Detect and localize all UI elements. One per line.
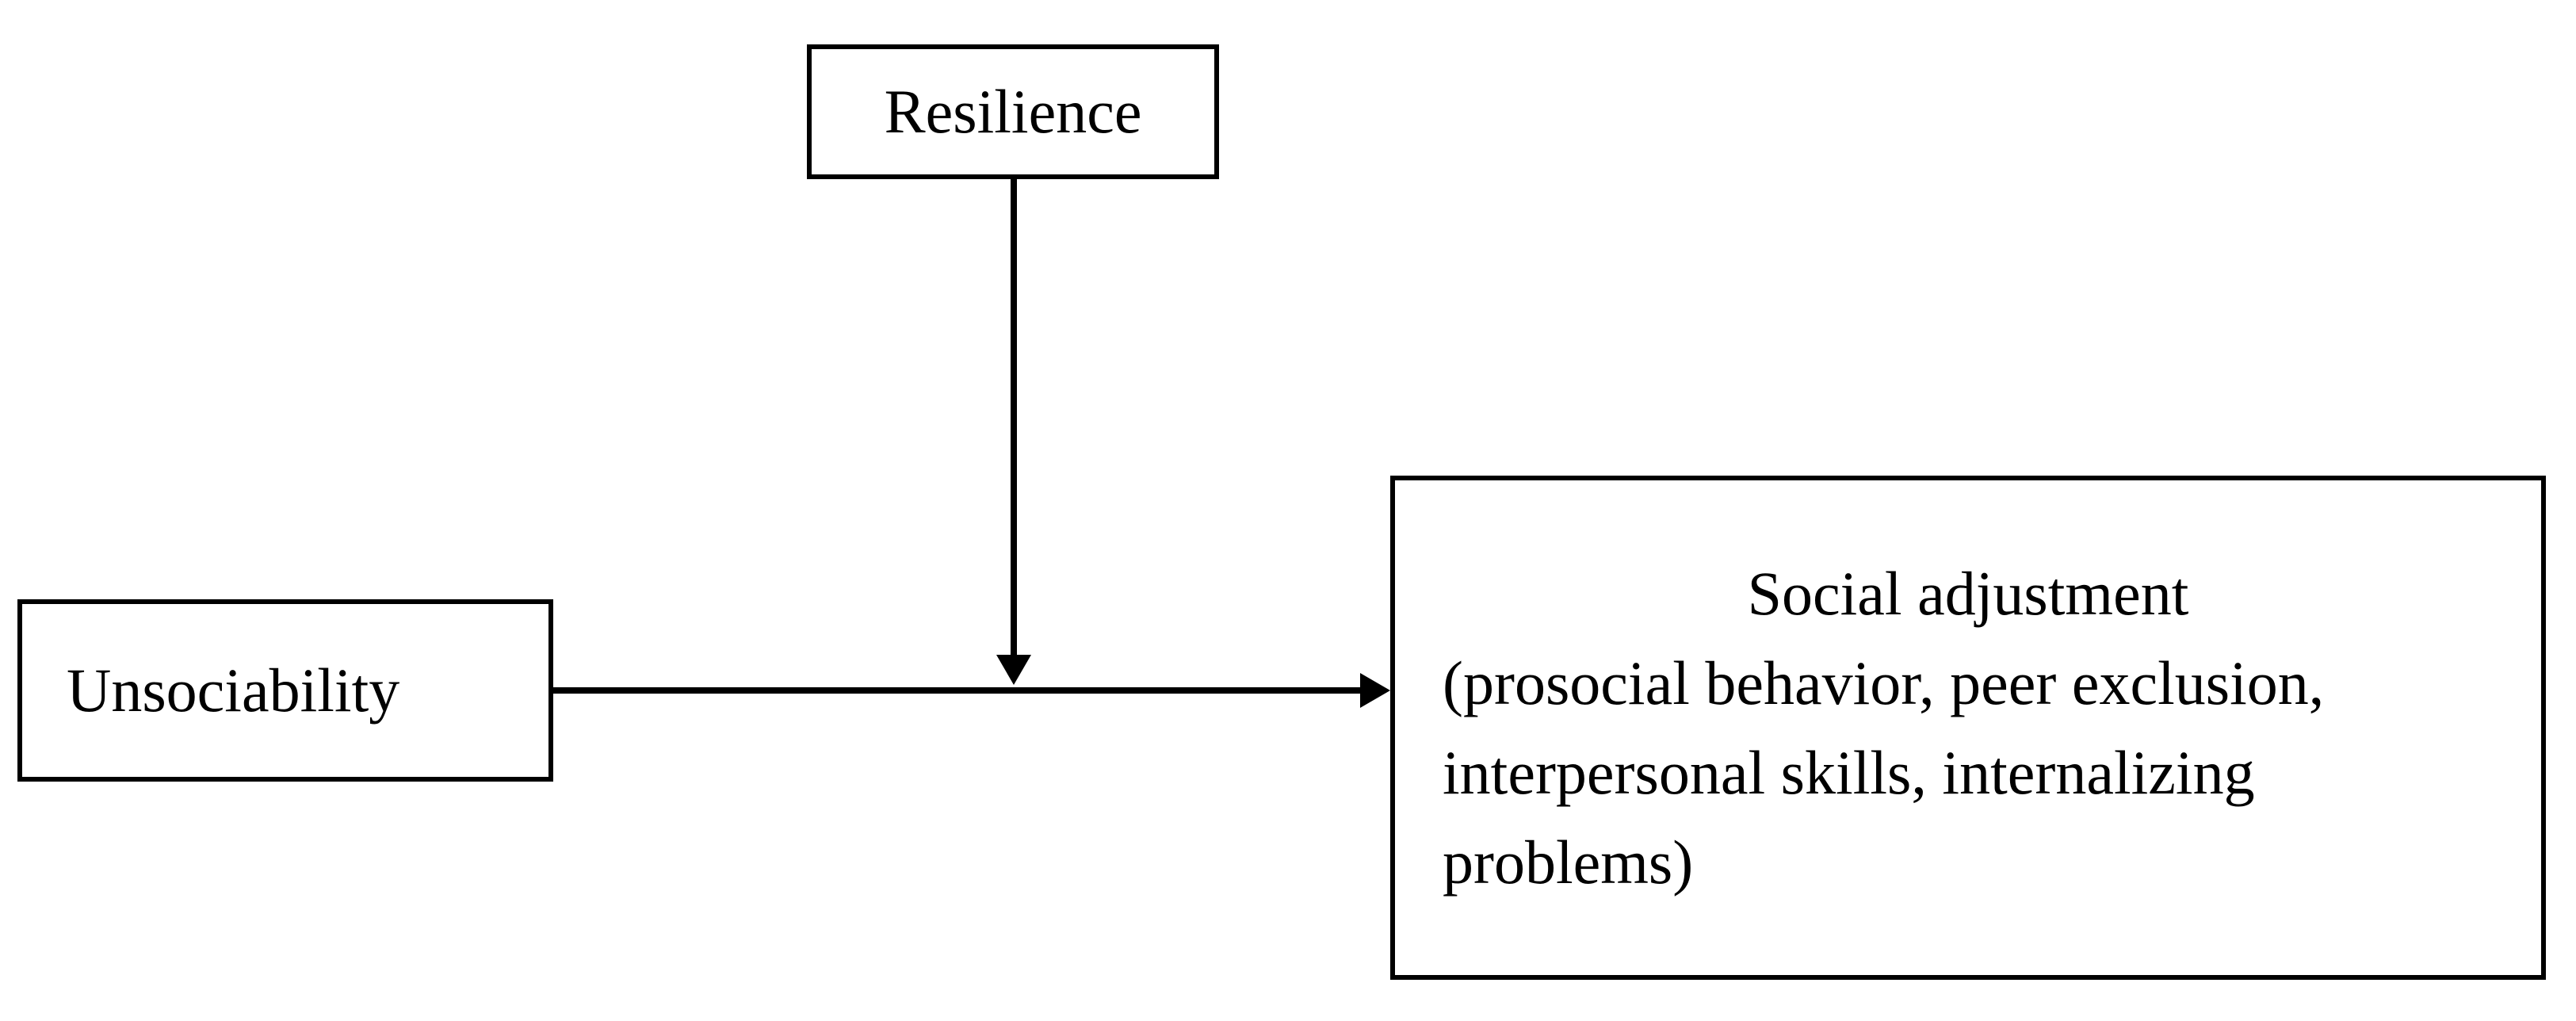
edge-unsociability-to-social — [553, 687, 1360, 694]
node-unsociability-label: Unsociability — [67, 650, 399, 730]
node-social-adjustment-content: Social adjustment (prosocial behavior, p… — [1443, 549, 2494, 907]
arrowhead-down-icon — [996, 655, 1031, 685]
node-resilience: Resilience — [807, 44, 1219, 179]
node-social-adjustment: Social adjustment (prosocial behavior, p… — [1390, 476, 2546, 980]
node-unsociability: Unsociability — [17, 599, 553, 782]
node-resilience-label: Resilience — [885, 71, 1142, 151]
social-adjustment-title: Social adjustment — [1443, 549, 2494, 638]
social-adjustment-details: (prosocial behavior, peer exclusion, int… — [1443, 638, 2494, 907]
edge-resilience-moderator — [1011, 179, 1017, 655]
arrowhead-right-icon — [1360, 673, 1390, 708]
